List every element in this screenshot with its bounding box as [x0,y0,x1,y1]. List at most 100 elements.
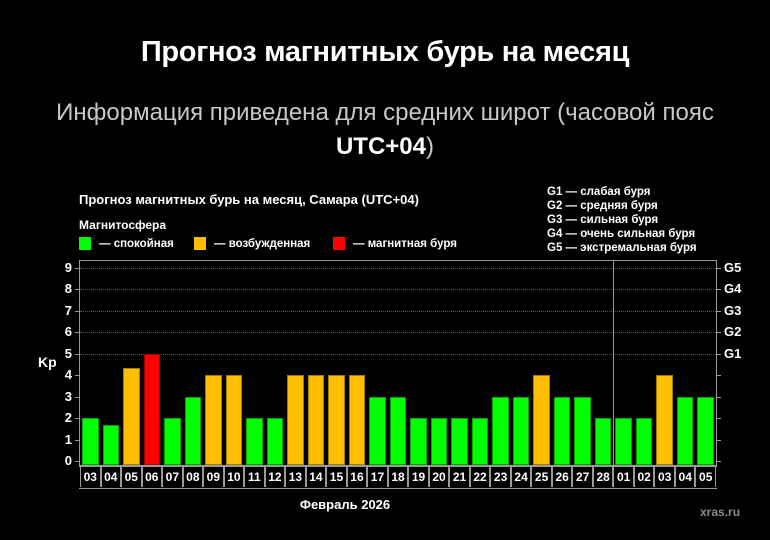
x-tick-label: 25 [531,467,552,487]
x-tick-label: 05 [121,467,142,487]
legend-label-storm: — магнитная буря [353,237,457,250]
x-axis-labels: 03 04 05 06 07 08 09 10 11 12 13 14 15 16 17 18 19 20 21 22… [79,467,717,489]
x-tick-label: 21 [449,467,470,487]
bar-active [225,375,243,465]
legend-swatch-quiet [79,237,91,250]
y-tick-mark [75,396,79,398]
g-tick-label: G4 [724,281,742,296]
x-tick-label: 24 [510,467,532,487]
grid-line [80,353,716,355]
x-tick-label: 03 [654,467,675,487]
subtitle-close: ) [426,133,435,160]
x-tick-label: 26 [551,467,573,487]
g-tick-label: G5 [724,259,742,275]
bar-quiet [553,396,571,465]
bar-quiet [512,396,530,465]
bar-active [348,375,366,465]
y-tick-mark [75,439,79,441]
g-tick-mark [717,332,721,333]
bar-quiet [492,396,509,465]
legend-item-quiet: — спокойная [79,237,174,250]
y-tick-label: 5 [64,345,72,361]
bar-quiet [410,418,427,465]
x-axis-title: Февраль 2026 [299,497,391,512]
y-tick-label: 1 [64,431,72,447]
y-tick-mark [75,418,79,419]
bar-quiet [369,396,386,465]
legend-label-active: — возбужденная [214,237,311,250]
x-tick-label: 19 [408,467,429,487]
bar-quiet [430,418,448,465]
page-title: Прогноз магнитных бурь на месяц [140,36,630,68]
bar-quiet [184,396,202,465]
g-scale-g2: G2 — средняя буря [547,200,658,212]
g-scale-legend: G1 — слабая буря G2 — средняя буря G3 — … [547,185,697,255]
bar-active [307,375,325,465]
g-scale-g3: G3 — сильная буря [547,214,659,226]
g-tick-mark [717,353,721,355]
bar-quiet [389,396,407,465]
x-tick-label: 17 [367,467,388,487]
x-tick-label: 09 [203,467,224,487]
x-tick-label: 13 [285,467,306,487]
x-tick-label: 03 [80,467,101,487]
g-tick-mark [717,310,721,312]
y-tick-mark [75,375,79,376]
x-tick-label: 28 [592,467,614,487]
x-tick-label: 11 [244,467,265,487]
bar-storm [143,353,161,465]
x-tick-label: 22 [469,467,491,487]
g-tick-mark [717,396,721,398]
magnetosphere-label: Магнитосфера [79,218,167,232]
grid-line [80,310,716,312]
bar-quiet [471,418,489,465]
bar-active [533,375,550,465]
bar-active [328,375,345,465]
bar-quiet [266,418,284,465]
y-tick-label: 4 [64,367,72,382]
x-tick-label: 02 [633,467,655,487]
page-subtitle: Информация приведена для средних широт (… [20,96,750,164]
g-scale-g5: G5 — экстремальная буря [547,242,697,254]
grid-line [80,267,716,269]
chart-title: Прогноз магнитных бурь на месяц, Самара … [79,192,419,207]
y-tick-label: 3 [64,388,72,404]
bar-quiet [594,418,612,465]
legend-item-active: — возбужденная [194,237,310,250]
month-separator [613,261,615,465]
g-tick-mark [717,267,721,269]
bar-active [123,367,140,465]
y-tick-mark [75,289,79,290]
legend-item-storm: — магнитная буря [333,237,457,250]
bar-quiet [102,425,120,465]
bar-quiet [615,418,632,465]
x-tick-label: 08 [182,467,204,487]
legend-swatch-storm [333,237,345,250]
x-tick-label: 04 [674,467,696,487]
grid-line [80,289,716,290]
g-tick-label: G1 [724,345,742,361]
bar-active [287,375,304,465]
g-tick-mark [717,375,721,376]
g-tick-mark [717,418,721,419]
y-tick-label: 9 [64,259,72,275]
y-tick-mark [75,310,79,312]
bar-active [656,375,673,465]
x-tick-label: 18 [387,467,409,487]
x-tick-label: 07 [162,467,183,487]
x-tick-label: 05 [695,467,716,487]
bar-quiet [451,418,468,465]
x-tick-label: 15 [326,467,347,487]
bar-quiet [164,418,181,465]
bar-quiet [676,396,694,465]
x-tick-label: 20 [428,467,450,487]
x-tick-label: 12 [264,467,286,487]
g-tick-mark [717,289,721,290]
y-tick-label: 7 [64,302,72,318]
g-tick-label: G3 [724,302,742,318]
bar-quiet [697,396,714,465]
y-tick-mark [75,461,79,462]
y-tick-label: 2 [64,410,72,425]
x-tick-label: 16 [346,467,368,487]
y-tick-mark [75,267,79,269]
